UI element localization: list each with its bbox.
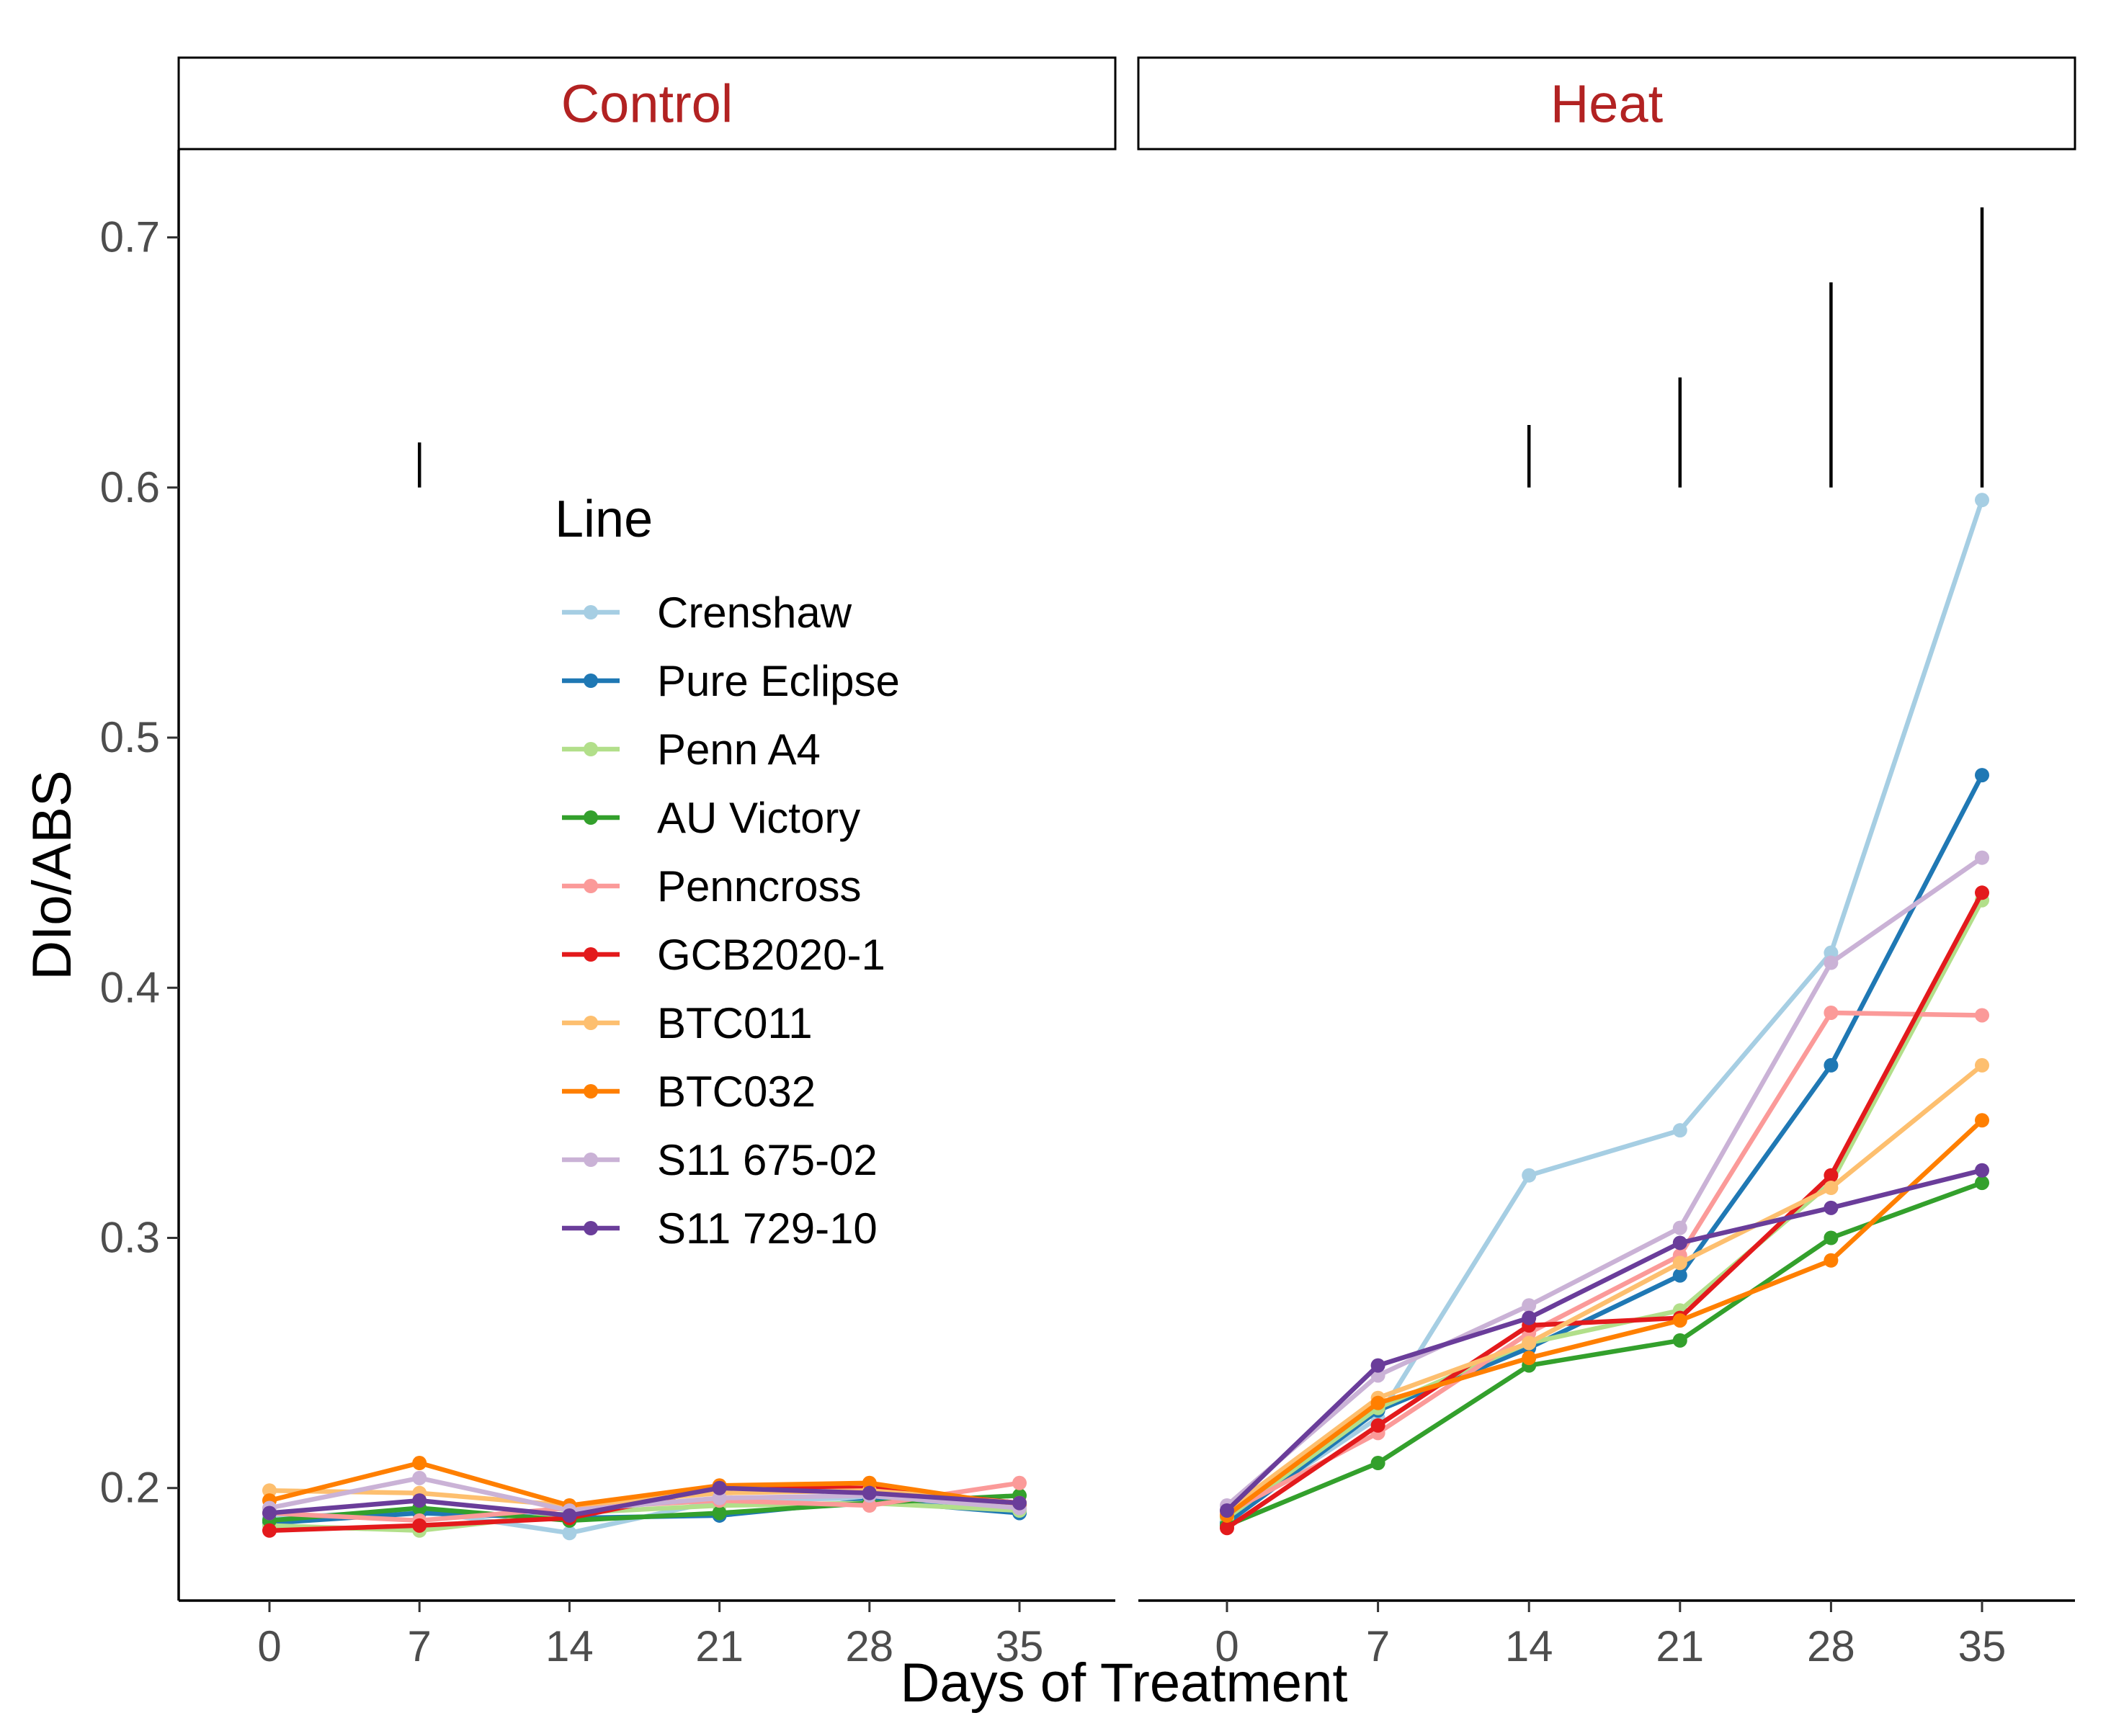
data-point <box>1673 1256 1687 1270</box>
data-point <box>1975 1176 1989 1190</box>
data-point <box>1673 1123 1687 1137</box>
legend-label: S11 675-02 <box>657 1136 878 1184</box>
data-point <box>1371 1456 1385 1470</box>
legend-key-point <box>584 1016 598 1030</box>
data-point <box>262 1524 277 1538</box>
legend-label: BTC032 <box>657 1068 816 1116</box>
x-tick-label: 14 <box>545 1622 594 1670</box>
x-tick-label: 35 <box>1958 1622 2007 1670</box>
y-tick-label: 0.4 <box>100 963 160 1011</box>
x-tick-label: 21 <box>695 1622 744 1670</box>
x-tick-label: 7 <box>1366 1622 1390 1670</box>
legend-label: Penn A4 <box>657 725 821 774</box>
data-point <box>562 1508 576 1523</box>
data-point <box>1522 1298 1536 1312</box>
data-point <box>1522 1351 1536 1365</box>
x-tick-label: 7 <box>408 1622 432 1670</box>
data-point <box>412 1471 427 1485</box>
legend-key-point <box>584 1084 598 1099</box>
data-point <box>1975 851 1989 865</box>
data-point <box>1522 1311 1536 1325</box>
x-tick-label: 0 <box>257 1622 281 1670</box>
x-tick-label: 35 <box>996 1622 1044 1670</box>
data-point <box>1371 1396 1385 1410</box>
data-point <box>1673 1235 1687 1250</box>
legend-key-point <box>584 742 598 756</box>
data-point <box>1220 1521 1234 1535</box>
data-point <box>262 1505 277 1520</box>
x-tick-label: 0 <box>1215 1622 1239 1670</box>
chart-background <box>0 0 2111 1732</box>
legend-label: Penncross <box>657 862 861 910</box>
legend-label: BTC011 <box>657 999 813 1047</box>
legend-key-point <box>584 605 598 619</box>
data-point <box>713 1505 727 1520</box>
legend-key-point <box>584 674 598 688</box>
legend-key-point <box>584 947 598 962</box>
data-point <box>1673 1221 1687 1235</box>
legend-label: Crenshaw <box>657 589 852 637</box>
data-point <box>1371 1359 1385 1373</box>
data-point <box>1824 1181 1838 1195</box>
data-point <box>1673 1313 1687 1328</box>
data-point <box>562 1526 576 1540</box>
facet-label-control: Control <box>561 74 733 134</box>
data-point <box>412 1493 427 1508</box>
x-axis-title: Days of Treatment <box>901 1652 1348 1714</box>
y-tick-label: 0.3 <box>100 1214 160 1262</box>
data-point <box>1673 1333 1687 1348</box>
data-point <box>1975 1113 1989 1127</box>
y-tick-label: 0.2 <box>100 1464 160 1512</box>
data-point <box>412 1456 427 1470</box>
legend-label: GCB2020-1 <box>657 931 885 979</box>
y-tick-label: 0.5 <box>100 713 160 761</box>
data-point <box>1824 1168 1838 1183</box>
data-point <box>1824 956 1838 970</box>
legend-label: Pure Eclipse <box>657 657 900 705</box>
data-point <box>1012 1496 1027 1511</box>
data-point <box>1824 1058 1838 1073</box>
legend-key-point <box>584 1221 598 1235</box>
data-point <box>1975 1058 1989 1073</box>
data-point <box>1824 1006 1838 1020</box>
data-point <box>1975 885 1989 900</box>
data-point <box>713 1481 727 1495</box>
legend-key-point <box>584 879 598 893</box>
y-tick-label: 0.6 <box>100 463 160 511</box>
y-axis-title: DIo/ABS <box>22 770 83 980</box>
legend-key-point <box>584 1153 598 1167</box>
x-tick-label: 28 <box>1807 1622 1855 1670</box>
data-point <box>1673 1269 1687 1283</box>
data-point <box>1975 768 1989 782</box>
legend-label: AU Victory <box>657 794 860 842</box>
data-point <box>1522 1335 1536 1350</box>
faceted-line-chart: DIo/ABS Days of Treatment Control Heat 0 7… <box>0 0 2111 1732</box>
legend-label: S11 729-10 <box>657 1204 878 1253</box>
x-tick-label: 21 <box>1656 1622 1704 1670</box>
data-point <box>412 1518 427 1533</box>
data-point <box>1975 1008 1989 1022</box>
data-point <box>1824 1231 1838 1245</box>
x-tick-label: 28 <box>845 1622 893 1670</box>
data-point <box>1824 1253 1838 1268</box>
data-point <box>1220 1503 1234 1518</box>
legend-key-point <box>584 810 598 825</box>
data-point <box>862 1486 877 1500</box>
y-tick-label: 0.7 <box>100 213 160 261</box>
data-point <box>1012 1476 1027 1490</box>
facet-label-heat: Heat <box>1550 74 1664 134</box>
data-point <box>1975 1163 1989 1178</box>
chart-canvas: DIo/ABS Days of Treatment Control Heat 0 7… <box>0 0 2111 1732</box>
data-point <box>1522 1168 1536 1183</box>
data-point <box>1371 1418 1385 1433</box>
x-tick-label: 14 <box>1505 1622 1553 1670</box>
data-point <box>1824 1201 1838 1215</box>
legend-title: Line <box>555 491 653 548</box>
data-point <box>1975 493 1989 507</box>
